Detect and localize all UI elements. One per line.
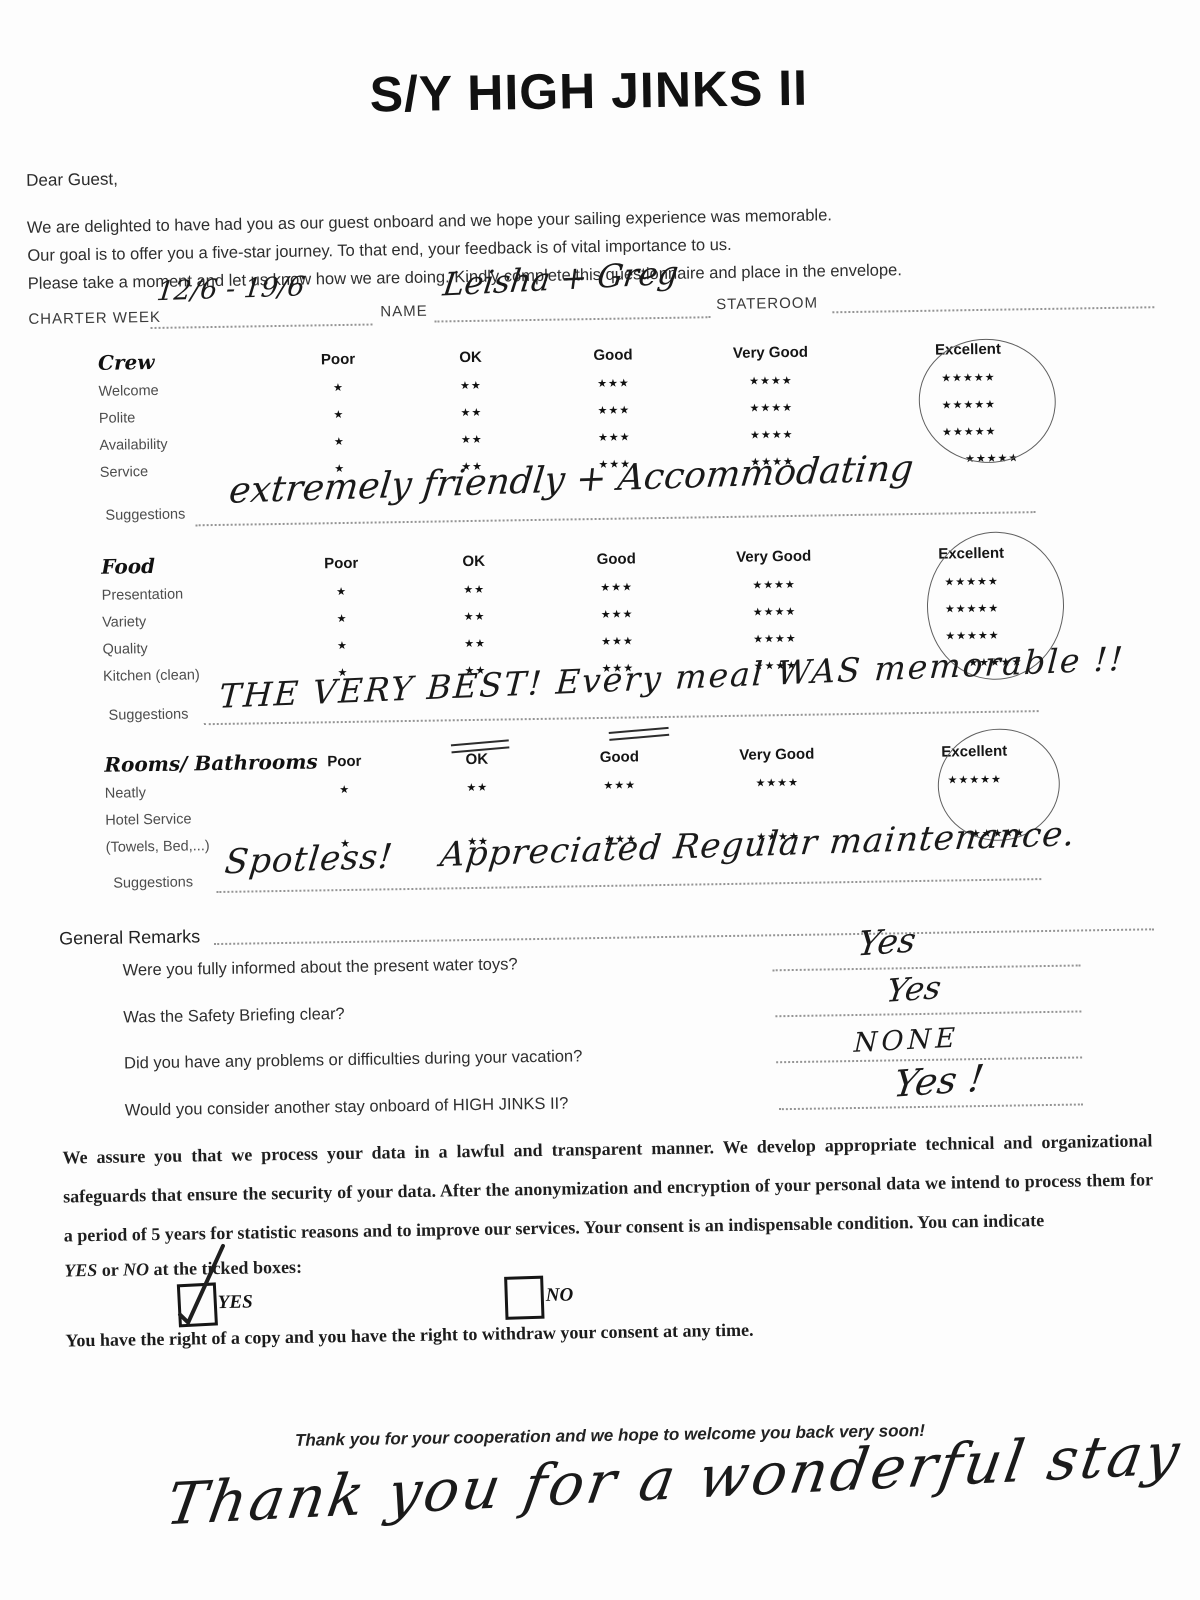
- question-problems: Did you have any problems or difficultie…: [123, 1047, 583, 1073]
- star-rating-cell: ★★★: [597, 431, 631, 444]
- star-rating-cell: ★★: [460, 379, 482, 393]
- star-rating-cell: ★: [336, 612, 348, 626]
- handwritten-check-mark: [178, 1243, 225, 1326]
- question-another-stay: Would you consider another stay onboard …: [124, 1094, 569, 1120]
- no-checkbox: [504, 1275, 545, 1320]
- no-word: NO: [122, 1259, 150, 1280]
- charter-week-line: [150, 323, 373, 330]
- yes-checkbox-label: YES: [217, 1291, 253, 1314]
- star-rating-cell: ★: [337, 639, 349, 653]
- star-rating-cell: ★★: [464, 637, 486, 651]
- suggestions-line: [203, 710, 1039, 726]
- stateroom-line: [832, 306, 1155, 314]
- star-rating-cell: ★★: [460, 406, 483, 420]
- section-title-food: Food: [101, 553, 156, 579]
- suggestions-label: Suggestions: [105, 506, 186, 524]
- no-checkbox-label: NO: [545, 1284, 574, 1306]
- row-label: Availability: [99, 436, 168, 454]
- star-rating-cell: ★★★★: [753, 632, 797, 646]
- name-line: [434, 316, 711, 323]
- row-label: Neatly: [104, 784, 147, 802]
- column-header: Very Good: [739, 745, 815, 764]
- row-label: Presentation: [101, 586, 184, 604]
- answer-line: [778, 1103, 1083, 1111]
- star-rating-cell: ★: [339, 783, 351, 797]
- star-rating-cell: ★★★★: [749, 401, 794, 415]
- row-label: Welcome: [98, 382, 159, 400]
- yes-word: YES: [64, 1259, 98, 1281]
- consent-paragraph: We assure you that we process your data …: [62, 1130, 1154, 1246]
- column-header: OK: [462, 552, 486, 570]
- empty-cell: [410, 800, 545, 829]
- row-label: Variety: [102, 613, 147, 631]
- stateroom-label: STATEROOM: [716, 294, 819, 314]
- star-rating-cell: ★★★★: [755, 776, 800, 790]
- general-remarks-line: [214, 928, 1155, 946]
- star-rating-cell: ★★★: [600, 581, 634, 594]
- column-header: Poor: [324, 554, 359, 572]
- star-rating-cell: ★★★★: [752, 605, 797, 619]
- empty-cell: [280, 802, 410, 831]
- row-label: Quality: [102, 640, 148, 658]
- row-label: Polite: [98, 409, 136, 427]
- charter-week-label: CHARTER WEEK: [28, 308, 162, 328]
- suggestions-line: [216, 878, 1042, 894]
- column-header: Poor: [327, 752, 362, 770]
- column-header: OK: [465, 750, 489, 768]
- row-label: Hotel Service: [105, 810, 192, 829]
- star-rating-cell: ★: [333, 408, 345, 422]
- charter-week-handwritten-value: 12/6 - 19/6: [155, 271, 307, 308]
- salutation: Dear Guest,: [26, 169, 118, 190]
- question-water-toys: Were you fully informed about the presen…: [122, 955, 518, 980]
- star-rating-cell: ★★: [466, 781, 489, 795]
- column-header: Very Good: [736, 547, 812, 566]
- question-safety-briefing: Was the Safety Briefing clear?: [123, 1005, 345, 1027]
- star-rating-cell: ★: [336, 585, 348, 599]
- suggestions-label: Suggestions: [108, 706, 189, 724]
- star-rating-cell: ★★: [463, 583, 486, 597]
- answer-handwritten: Yes: [884, 968, 944, 1010]
- column-header: OK: [459, 348, 482, 366]
- star-rating-cell: ★★★: [600, 608, 634, 621]
- section-title-rooms: Rooms/ Bathrooms: [104, 749, 318, 777]
- star-rating-cell: ★★★: [601, 635, 634, 648]
- page-title: S/Y HIGH JINKS II: [369, 59, 809, 123]
- star-rating-cell: ★★★: [603, 779, 637, 792]
- underline-emphasis-mark: [608, 726, 670, 741]
- star-rating-cell: ★: [332, 381, 345, 395]
- star-rating-cell: ★★: [463, 610, 486, 624]
- column-header: Good: [599, 747, 640, 766]
- star-rating-cell: ★★★★: [749, 428, 794, 442]
- star-rating-cell: ★★★★: [749, 374, 793, 388]
- name-handwritten-value: Leisha + Greg: [440, 253, 681, 304]
- section-title-crew: Crew: [97, 349, 155, 375]
- column-header: Good: [593, 345, 633, 364]
- answer-handwritten: Yes: [855, 920, 919, 965]
- column-header: Good: [596, 549, 636, 568]
- suggestions-label: Suggestions: [113, 874, 194, 892]
- name-label: NAME: [380, 302, 428, 321]
- answer-line: [775, 1010, 1082, 1018]
- star-rating-cell: ★★★: [597, 404, 631, 417]
- empty-cell: [695, 795, 860, 825]
- column-header: Poor: [320, 350, 356, 368]
- answer-handwritten: NONE: [853, 1022, 960, 1059]
- star-rating-cell: ★: [333, 435, 345, 449]
- star-rating-cell: ★★: [460, 433, 483, 447]
- column-header: Very Good: [732, 343, 809, 362]
- general-remarks-label: General Remarks: [58, 926, 201, 949]
- empty-cell: [545, 798, 695, 827]
- answer-handwritten: Yes !: [890, 1056, 987, 1106]
- star-rating-cell: ★★★★: [752, 578, 796, 592]
- suggestions-line: [195, 511, 1036, 527]
- star-rating-cell: ★★★: [597, 377, 630, 390]
